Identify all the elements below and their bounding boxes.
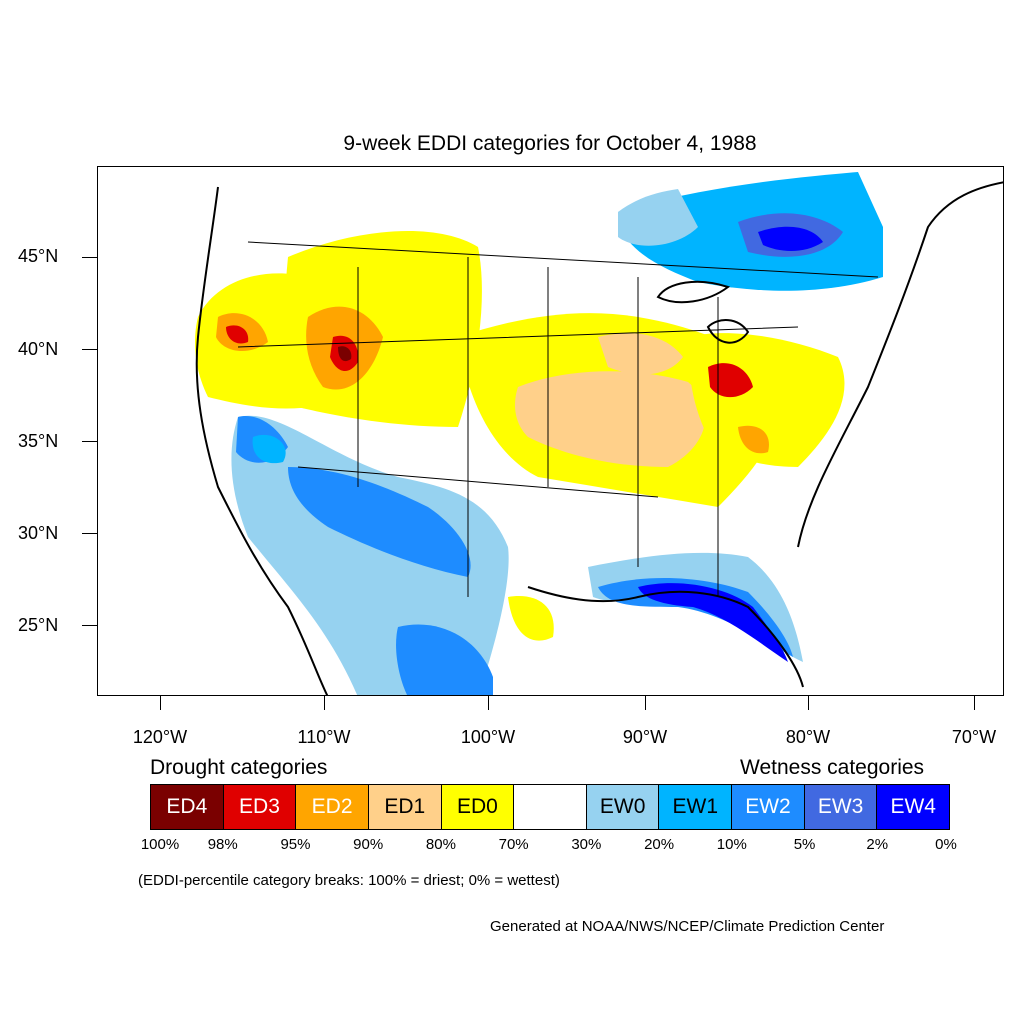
gulf-east-coast xyxy=(527,181,1003,688)
lon-tick xyxy=(974,696,975,710)
legend-swatch xyxy=(514,785,587,829)
lon-tick xyxy=(645,696,646,710)
great-lakes xyxy=(656,280,750,344)
dry-areas xyxy=(195,230,845,641)
lon-tick xyxy=(324,696,325,710)
lon-tick xyxy=(808,696,809,710)
legend-color-bar: ED4 ED3 ED2 ED1 ED0 EW0 EW1 EW2 EW3 EW4 xyxy=(150,784,950,830)
legend-swatch: ED2 xyxy=(296,785,369,829)
lat-tick xyxy=(82,441,97,442)
lon-label: 120°W xyxy=(132,727,188,747)
coastlines xyxy=(195,181,1003,695)
legend-swatch: EW0 xyxy=(586,785,660,829)
lon-label: 80°W xyxy=(785,727,831,747)
legend-swatch: ED3 xyxy=(223,785,297,829)
wetness-legend-heading: Wetness categories xyxy=(740,756,925,779)
legend-swatch: ED4 xyxy=(151,785,224,829)
lat-label: 40°N xyxy=(18,339,59,359)
legend-break-label: 70% xyxy=(498,836,529,853)
legend-swatch: EW2 xyxy=(732,785,805,829)
category-note: (EDDI-percentile category breaks: 100% =… xyxy=(138,872,560,889)
legend-break-label: 30% xyxy=(571,836,602,853)
credit-line: Generated at NOAA/NWS/NCEP/Climate Predi… xyxy=(490,918,885,935)
map-canvas xyxy=(195,172,1003,695)
lat-label: 45°N xyxy=(18,246,59,266)
west-coast xyxy=(195,186,329,695)
legend-swatch: EW1 xyxy=(659,785,733,829)
lon-label: 90°W xyxy=(622,727,668,747)
legend-break-label: 100% xyxy=(140,836,180,853)
legend-break-label: 2% xyxy=(866,836,889,853)
lat-tick xyxy=(82,625,97,626)
eddi-map xyxy=(97,166,1004,696)
lat-tick xyxy=(82,349,97,350)
lat-label: 35°N xyxy=(18,431,59,451)
legend-break-label: 0% xyxy=(935,836,957,853)
legend-break-label: 80% xyxy=(425,836,456,853)
lon-label: 70°W xyxy=(951,727,997,747)
legend-break-label: 10% xyxy=(716,836,747,853)
legend-swatch: EW3 xyxy=(804,785,878,829)
lon-label: 100°W xyxy=(460,727,516,747)
legend-break-label: 5% xyxy=(793,836,816,853)
legend-break-label: 98% xyxy=(207,836,238,853)
lon-tick xyxy=(488,696,489,710)
lat-tick xyxy=(82,257,97,258)
lat-tick xyxy=(82,533,97,534)
state-borders xyxy=(237,241,879,597)
lat-label: 30°N xyxy=(18,523,59,543)
legend-break-label: 95% xyxy=(280,836,311,853)
lon-label: 110°W xyxy=(297,727,351,747)
legend-break-label: 90% xyxy=(353,836,384,853)
drought-legend-heading: Drought categories xyxy=(150,756,328,779)
lat-label: 25°N xyxy=(18,615,59,635)
map-title: 9-week EDDI categories for October 4, 19… xyxy=(343,132,757,155)
legend-swatch: EW4 xyxy=(877,785,950,829)
legend-swatch: ED0 xyxy=(441,785,515,829)
lon-tick xyxy=(160,696,161,710)
legend-break-label: 20% xyxy=(644,836,675,853)
wet-areas xyxy=(231,172,883,695)
legend-swatch: ED1 xyxy=(368,785,442,829)
